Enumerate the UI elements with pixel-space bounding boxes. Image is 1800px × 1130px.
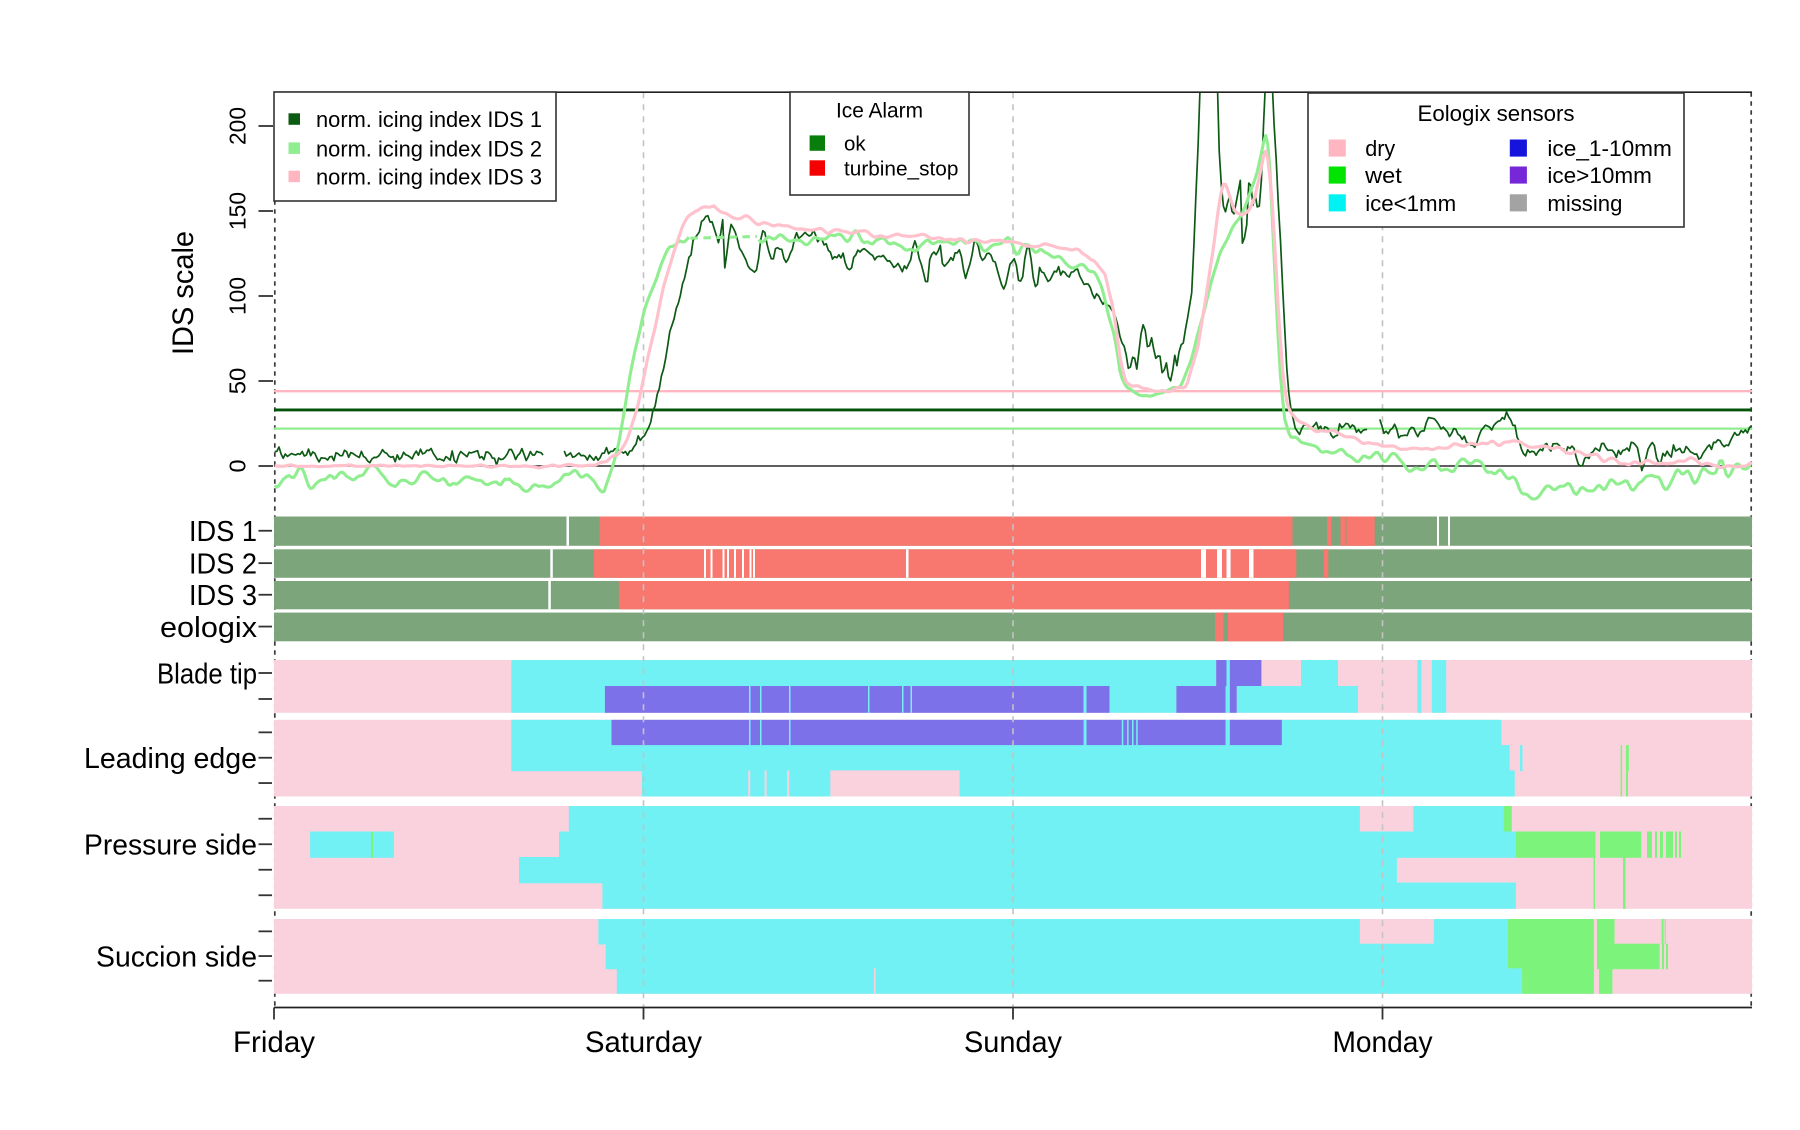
svg-text:IDS 3: IDS 3 (189, 580, 257, 612)
svg-text:eologix: eologix (160, 612, 258, 644)
svg-text:IDS scale: IDS scale (167, 231, 200, 355)
svg-text:norm. icing index IDS 2: norm. icing index IDS 2 (316, 136, 542, 161)
svg-text:Sunday: Sunday (964, 1026, 1062, 1059)
svg-text:Friday: Friday (233, 1026, 315, 1059)
svg-text:missing: missing (1547, 191, 1622, 216)
svg-text:Leading edge: Leading edge (84, 743, 257, 775)
svg-text:Blade tip: Blade tip (157, 658, 257, 690)
svg-text:IDS 1: IDS 1 (189, 516, 257, 548)
svg-text:Ice Alarm: Ice Alarm (836, 100, 923, 123)
svg-text:IDS 2: IDS 2 (189, 549, 257, 581)
svg-text:Pressure side: Pressure side (84, 830, 257, 862)
svg-text:Eologix sensors: Eologix sensors (1418, 101, 1575, 126)
svg-text:norm. icing index IDS 3: norm. icing index IDS 3 (316, 164, 542, 189)
svg-text:dry: dry (1365, 136, 1396, 161)
svg-text:200: 200 (225, 107, 251, 145)
svg-text:turbine_stop: turbine_stop (844, 157, 958, 180)
svg-text:50: 50 (225, 368, 251, 395)
svg-text:100: 100 (225, 277, 251, 315)
svg-text:Saturday: Saturday (585, 1026, 702, 1059)
svg-text:Monday: Monday (1333, 1026, 1433, 1059)
svg-text:ok: ok (844, 132, 866, 155)
svg-text:Succion side: Succion side (96, 941, 257, 973)
svg-text:norm. icing index IDS 1: norm. icing index IDS 1 (316, 107, 542, 132)
svg-text:wet: wet (1364, 163, 1402, 188)
svg-text:ice>10mm: ice>10mm (1547, 163, 1652, 188)
svg-text:ice_1-10mm: ice_1-10mm (1547, 136, 1672, 161)
svg-text:150: 150 (225, 192, 251, 230)
svg-text:0: 0 (225, 460, 251, 473)
svg-text:ice<1mm: ice<1mm (1365, 191, 1456, 216)
